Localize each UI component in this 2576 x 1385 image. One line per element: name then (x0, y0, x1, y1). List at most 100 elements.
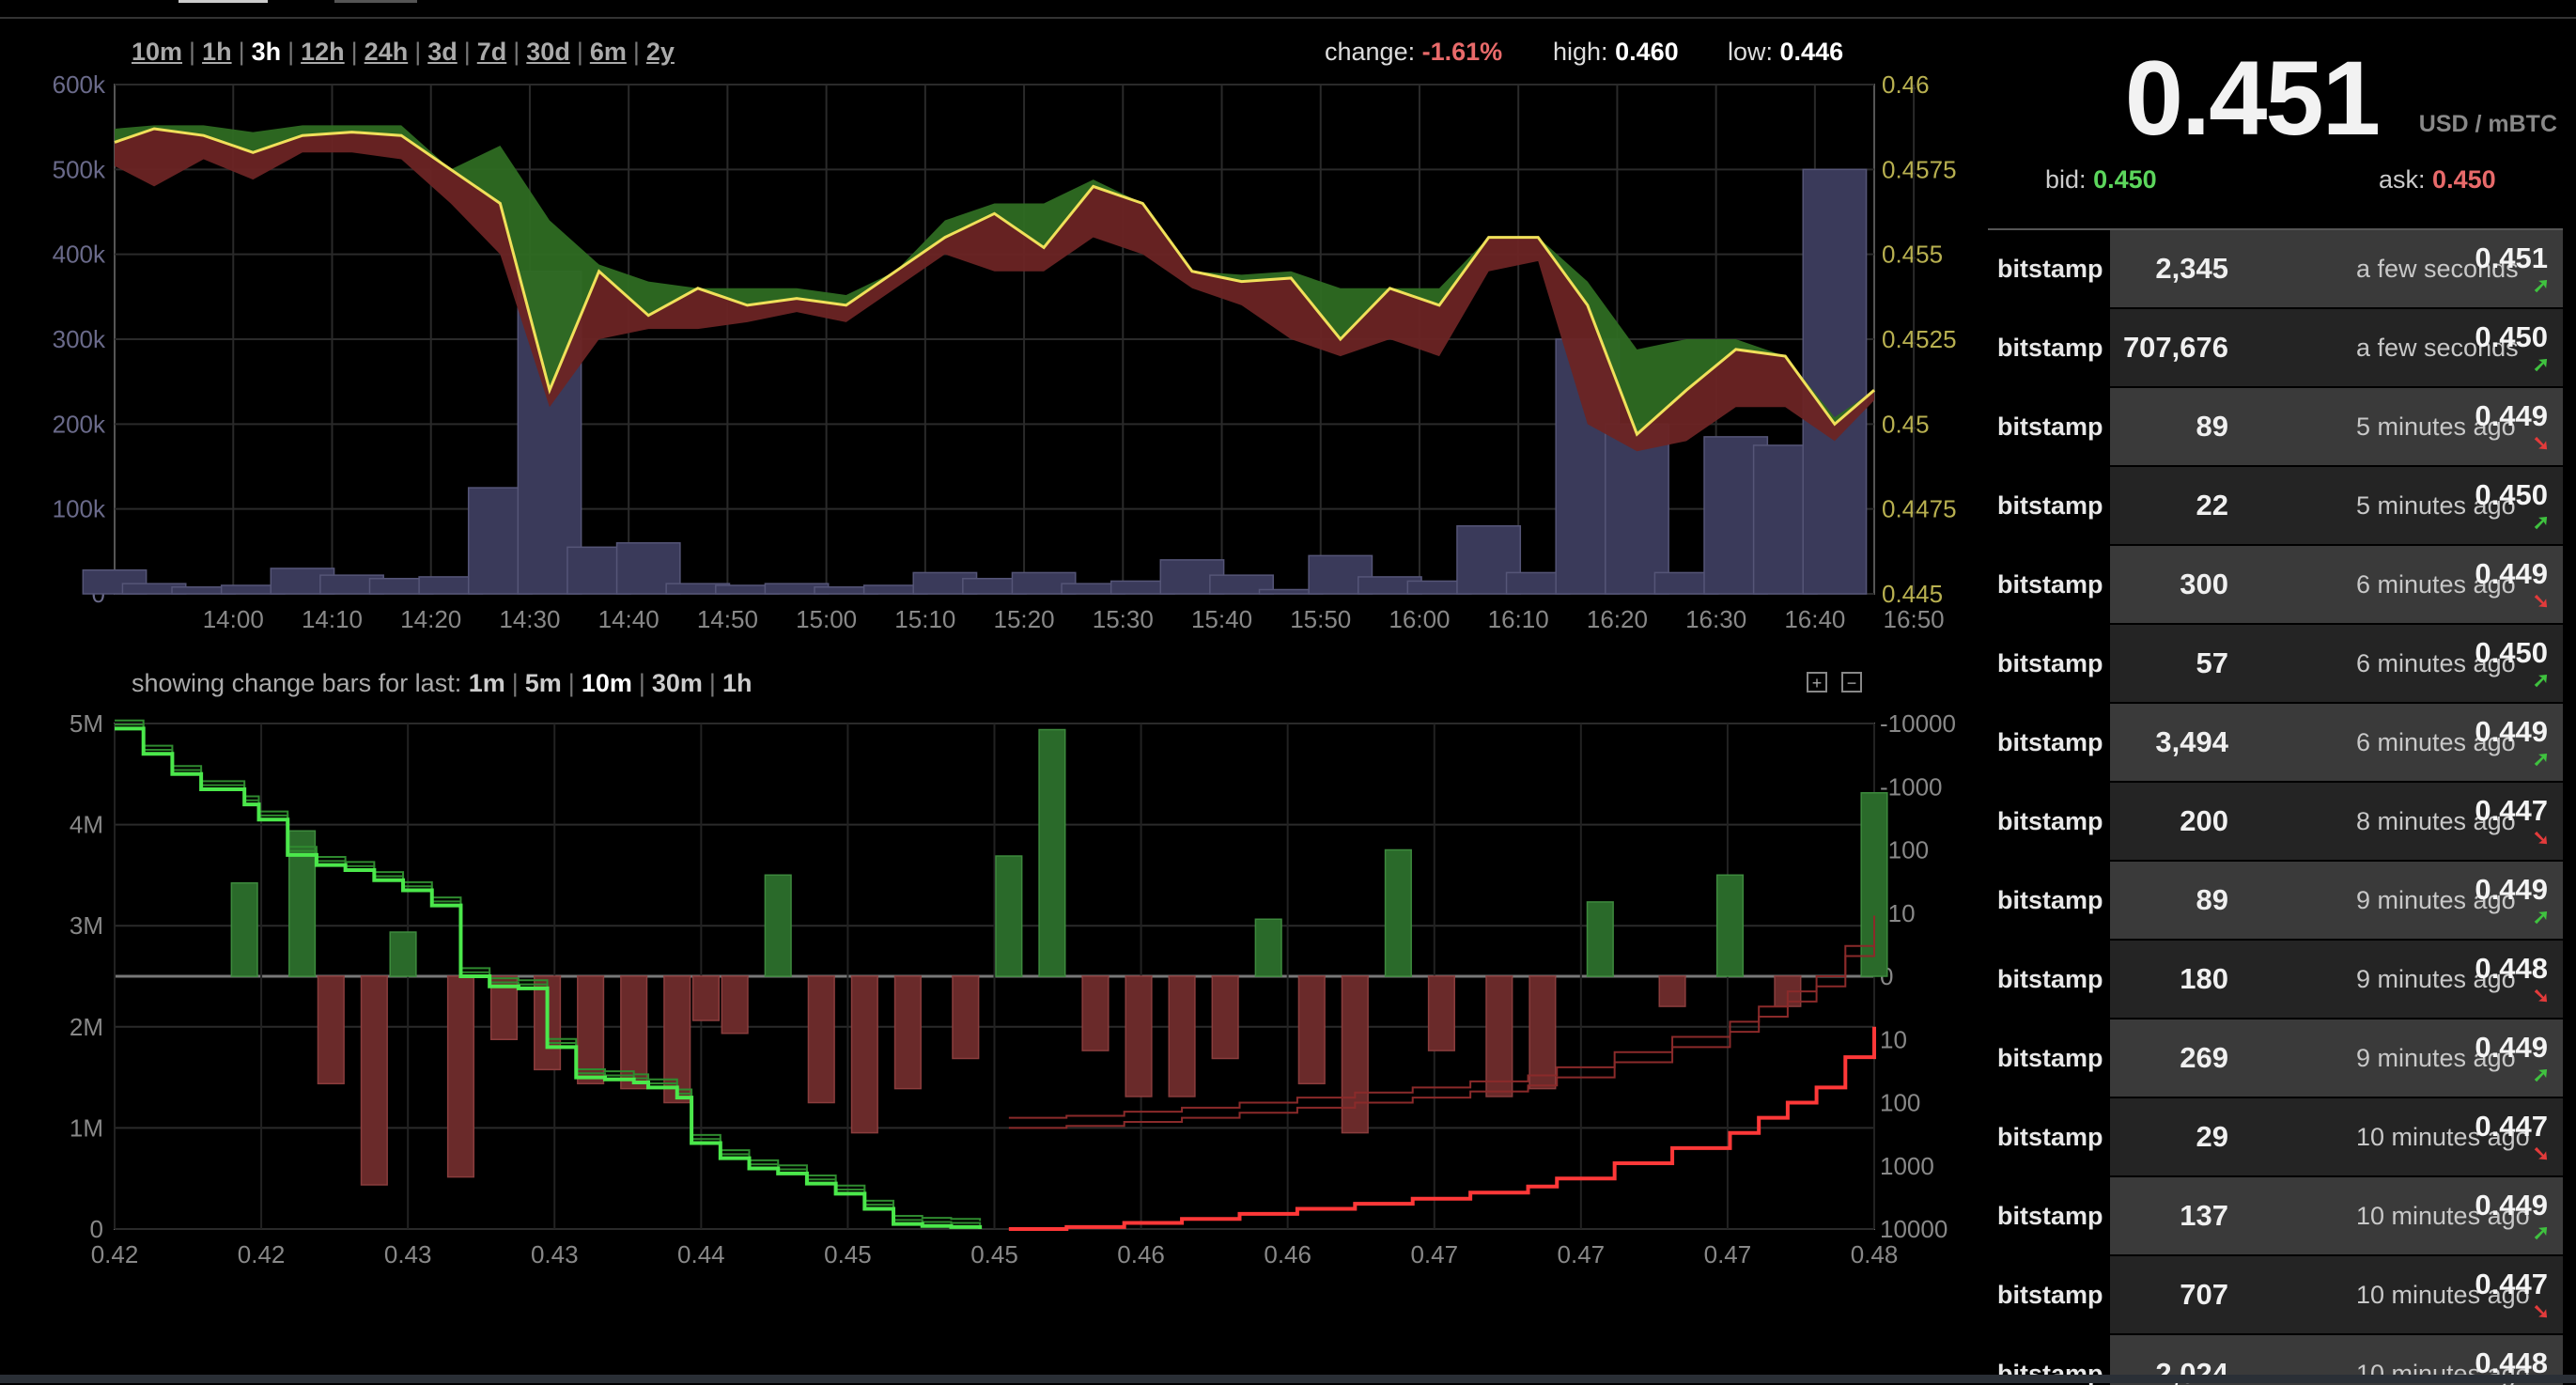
x-tick-label: 15:20 (994, 605, 1055, 633)
trade-price: 0.449 (2475, 715, 2548, 748)
inactive-tab-indicator[interactable] (334, 0, 417, 3)
trade-time: 6 minutes ago (2356, 570, 2516, 599)
top-nav-bar (0, 0, 2576, 19)
range-separator: | (350, 38, 358, 66)
change-bar (1297, 975, 1326, 1085)
y-left-tick-label: 400k (53, 241, 106, 269)
x-tick-label: 15:30 (1093, 605, 1154, 633)
range-option-24h[interactable]: 24h (364, 38, 409, 66)
range-separator: | (287, 38, 295, 66)
y-left-tick-label: 200k (53, 410, 106, 438)
arrow-up-icon: ➚ (2532, 273, 2550, 297)
change-option-1m[interactable]: 1m (468, 669, 505, 697)
trade-row[interactable]: bitstamp 89 9 minutes ago 0.449 ➚ (1988, 862, 2563, 939)
change-bar (893, 975, 922, 1090)
trade-amount: 137 (2180, 1199, 2228, 1232)
zoom-in-button[interactable]: + (1807, 672, 1827, 692)
range-separator: | (414, 38, 422, 66)
trade-row[interactable]: bitstamp 300 6 minutes ago 0.449 ➘ (1988, 546, 2563, 623)
change-bar (1427, 975, 1455, 1051)
x-tick-label: 15:10 (894, 605, 955, 633)
change-bar (1658, 975, 1686, 1007)
trade-row[interactable]: bitstamp 57 6 minutes ago 0.450 ➚ (1988, 625, 2563, 702)
y-left-tick-label: 3M (70, 911, 103, 940)
trade-exchange: bitstamp (1997, 1123, 2103, 1151)
trade-time: 9 minutes ago (2356, 1044, 2516, 1072)
range-option-30d[interactable]: 30d (526, 38, 570, 66)
bids-depth-line (115, 726, 983, 1229)
y-left-tick-label: 0 (90, 1215, 103, 1243)
active-tab-indicator[interactable] (178, 0, 268, 3)
trade-row[interactable]: bitstamp 707 10 minutes ago 0.447 ➘ (1988, 1256, 2563, 1333)
arrow-up-icon: ➚ (2532, 747, 2550, 770)
y-left-tick-label: 100k (53, 495, 106, 523)
trade-detail-cell: 137 10 minutes ago 0.449 ➚ (2110, 1177, 2563, 1254)
trade-row[interactable]: bitstamp 137 10 minutes ago 0.449 ➚ (1988, 1177, 2563, 1254)
trade-row[interactable]: bitstamp 3,494 6 minutes ago 0.449 ➚ (1988, 704, 2563, 781)
range-option-2y[interactable]: 2y (645, 38, 675, 66)
trade-time: 10 minutes ago (2356, 1281, 2530, 1309)
trade-amount: 57 (2196, 646, 2228, 679)
change-bar (1586, 901, 1614, 977)
change-option-5m[interactable]: 5m (524, 669, 562, 697)
change-option-separator: | (638, 669, 645, 697)
x-tick-label: 14:10 (302, 605, 363, 633)
x-tick-label: 14:20 (400, 605, 461, 633)
change-bar (1254, 918, 1282, 977)
change-option-30m[interactable]: 30m (651, 669, 703, 697)
trade-detail-cell: 269 9 minutes ago 0.449 ➚ (2110, 1019, 2563, 1097)
change-bar (1038, 728, 1066, 977)
trade-row[interactable]: bitstamp 200 8 minutes ago 0.447 ➘ (1988, 783, 2563, 860)
volume-bar (1209, 574, 1274, 595)
trade-amount: 180 (2180, 962, 2228, 995)
trade-detail-cell: 180 9 minutes ago 0.448 ➘ (2110, 941, 2563, 1018)
trade-exchange: bitstamp (1997, 1281, 2103, 1309)
market-depth-chart[interactable]: 01M2M3M4M5M-10000-1000-100-1001010010001… (0, 700, 1982, 1283)
range-option-7d[interactable]: 7d (476, 38, 507, 66)
trade-price: 0.449 (2475, 873, 2548, 906)
change-option-1h[interactable]: 1h (722, 669, 753, 697)
trade-amount: 29 (2196, 1120, 2228, 1153)
trade-time: 6 minutes ago (2356, 649, 2516, 677)
range-option-3d[interactable]: 3d (427, 38, 458, 66)
arrow-up-icon: ➚ (2532, 905, 2550, 928)
change-bar (1384, 848, 1412, 977)
high-stat: high: 0.460 (1553, 38, 1679, 67)
range-separator: | (576, 38, 583, 66)
trade-row[interactable]: bitstamp 269 9 minutes ago 0.449 ➚ (1988, 1019, 2563, 1097)
x-tick-label: 0.46 (1117, 1240, 1165, 1268)
x-tick-label: 0.45 (970, 1240, 1018, 1268)
range-option-10m[interactable]: 10m (132, 38, 183, 66)
change-bar (1485, 975, 1513, 1097)
zoom-out-button[interactable]: − (1841, 672, 1862, 692)
change-stat: change: -1.61% (1325, 38, 1502, 67)
range-option-3h[interactable]: 3h (251, 38, 282, 66)
trade-detail-cell: 707 10 minutes ago 0.447 ➘ (2110, 1256, 2563, 1333)
trade-amount: 707,676 (2122, 331, 2228, 364)
trade-row[interactable]: bitstamp 180 9 minutes ago 0.448 ➘ (1988, 941, 2563, 1018)
range-option-1h[interactable]: 1h (202, 38, 232, 66)
trade-row[interactable]: bitstamp 22 5 minutes ago 0.450 ➚ (1988, 467, 2563, 544)
asks-depth-line (1008, 1026, 1876, 1231)
trade-exchange: bitstamp (1997, 255, 2103, 283)
change-bar (1081, 975, 1110, 1051)
x-tick-label: 0.47 (1410, 1240, 1458, 1268)
change-bar (1211, 975, 1239, 1060)
change-option-10m[interactable]: 10m (581, 669, 632, 697)
y-right-tick-label: 0.445 (1882, 580, 1943, 608)
trade-row[interactable]: bitstamp 29 10 minutes ago 0.447 ➘ (1988, 1098, 2563, 1175)
arrow-down-icon: ➘ (2532, 589, 2550, 613)
price-volume-chart[interactable]: 0.4450.44750.450.45250.4550.45750.460100… (0, 56, 1973, 639)
change-bar (995, 855, 1023, 977)
trade-row[interactable]: bitstamp 89 5 minutes ago 0.449 ➘ (1988, 388, 2563, 465)
change-bar (360, 975, 388, 1186)
change-bar (952, 975, 980, 1060)
range-option-6m[interactable]: 6m (589, 38, 627, 66)
range-option-12h[interactable]: 12h (301, 38, 345, 66)
change-bar (691, 975, 721, 1021)
arrow-down-icon: ➘ (2532, 431, 2550, 455)
change-bar (446, 975, 475, 1178)
